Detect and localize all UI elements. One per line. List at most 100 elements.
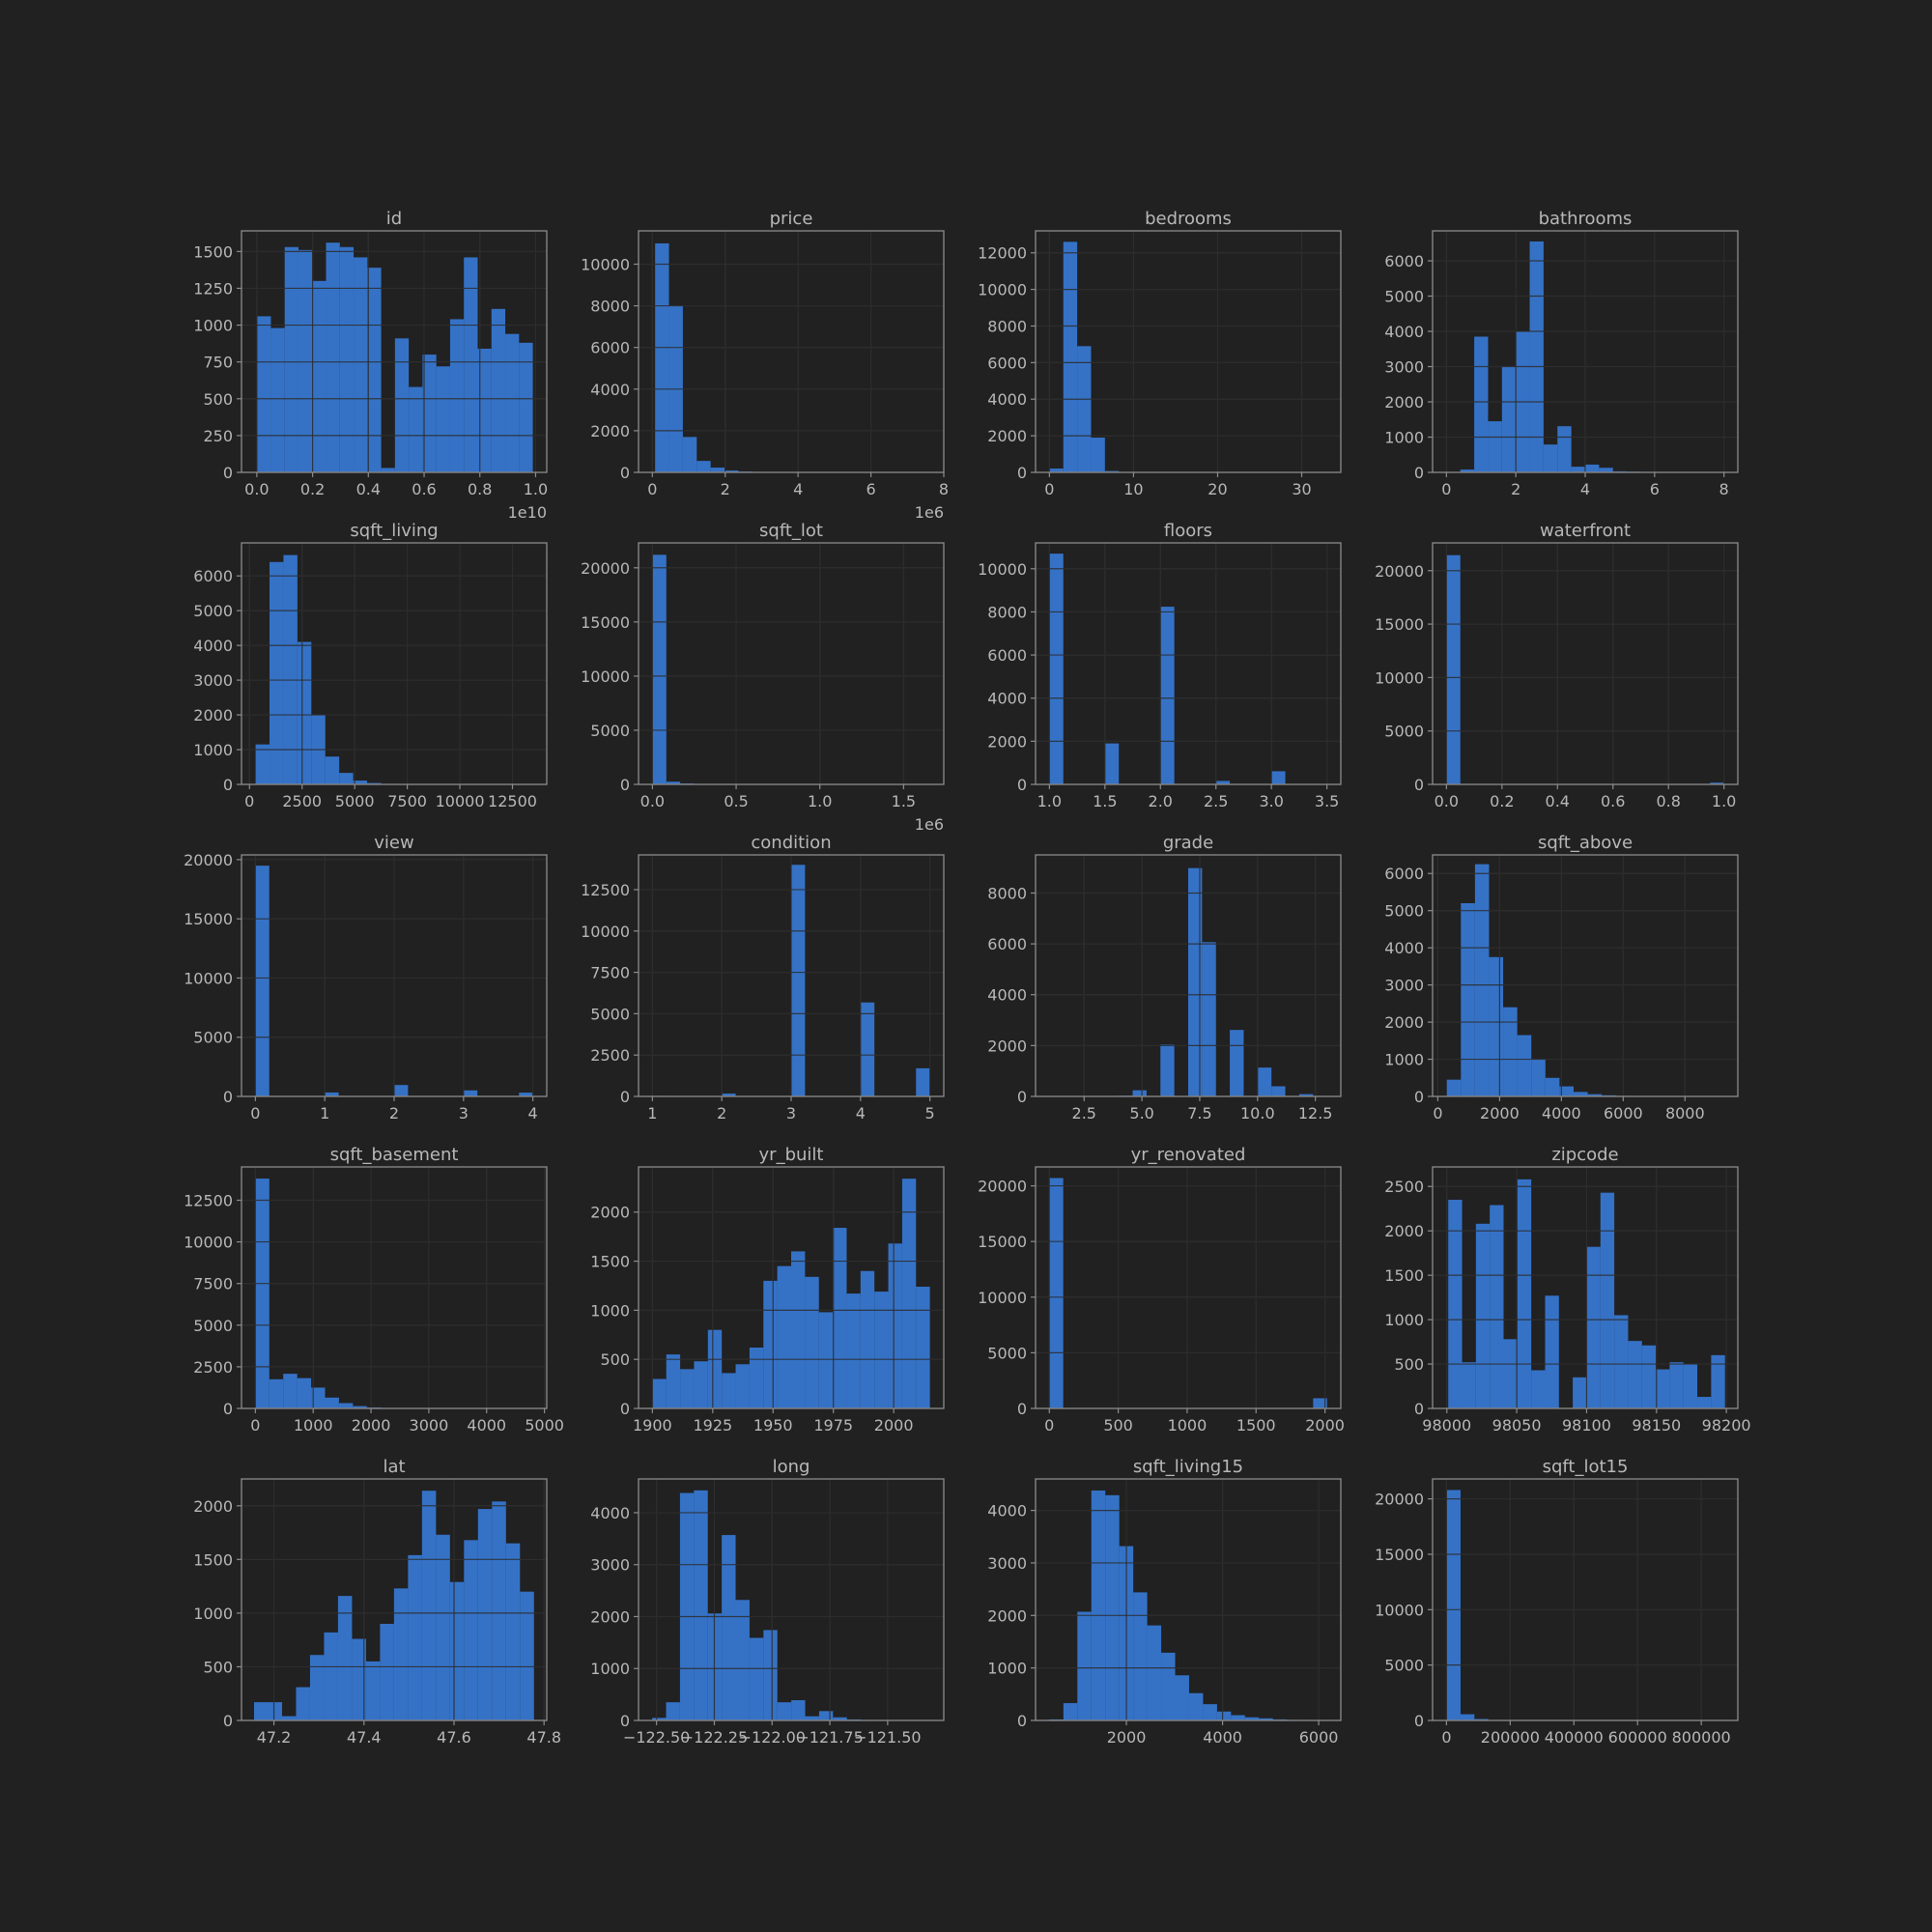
histogram-bar — [1077, 346, 1092, 472]
x-tick-label: 8 — [1719, 480, 1729, 498]
y-tick-label: 12500 — [184, 1191, 233, 1209]
x-tick-label: 12.5 — [1298, 1104, 1333, 1122]
y-tick-label: 4000 — [193, 637, 233, 655]
x-tick-label: 0.8 — [1656, 792, 1680, 810]
histogram-bar — [255, 866, 270, 1096]
x-tick-label: 4 — [793, 480, 803, 498]
y-tick-label: 1000 — [590, 1660, 630, 1678]
plot-area — [639, 543, 944, 784]
y-tick-label: 0 — [223, 1400, 233, 1418]
y-tick-label: 10000 — [581, 923, 630, 941]
histogram-bar — [393, 1588, 409, 1720]
histogram-bar — [353, 1406, 367, 1408]
histogram-bar — [352, 1638, 366, 1720]
histogram-bar — [1683, 1364, 1698, 1408]
y-tick-label: 15000 — [184, 910, 233, 928]
y-tick-label: 2000 — [987, 1606, 1027, 1625]
histogram-bar — [791, 1251, 806, 1408]
y-tick-label: 2000 — [987, 732, 1027, 751]
histogram-bar — [1063, 1703, 1078, 1720]
histogram-bar — [1133, 1592, 1148, 1720]
y-tick-label: 10000 — [978, 1289, 1027, 1307]
y-tick-label: 2000 — [1384, 393, 1424, 412]
subplot-title: sqft_lot — [759, 521, 823, 541]
histogram-bar — [763, 1280, 778, 1408]
subplot-title: floors — [1164, 521, 1212, 541]
x-tick-label: −122.50 — [623, 1728, 690, 1747]
histogram-bar — [916, 1067, 930, 1096]
x-tick-label: 0.0 — [640, 792, 665, 810]
x-tick-label: 5.0 — [1129, 1104, 1153, 1122]
histogram-bar — [1474, 336, 1489, 472]
x-tick-label: 10 — [1123, 480, 1143, 498]
histogram-bar — [1244, 1717, 1260, 1720]
x-tick-label: 800000 — [1672, 1728, 1731, 1747]
histogram-bar — [1587, 1094, 1603, 1096]
x-tick-label: 0 — [250, 1416, 260, 1435]
histogram-bar — [1271, 1086, 1286, 1096]
y-tick-label: 2000 — [987, 1037, 1027, 1055]
x-tick-label: 400000 — [1545, 1728, 1604, 1747]
histogram-bar — [1545, 1077, 1560, 1096]
x-tick-label: 47.6 — [437, 1728, 471, 1747]
x-tick-label: 98000 — [1422, 1416, 1471, 1435]
histogram-bar — [257, 316, 271, 472]
y-tick-label: 5000 — [193, 602, 233, 620]
subplot-title: waterfront — [1540, 521, 1631, 541]
histogram-bar — [722, 1535, 736, 1720]
x-tick-label: 0 — [250, 1104, 260, 1122]
y-tick-label: 20000 — [978, 1178, 1027, 1196]
histogram-bar — [1545, 1295, 1559, 1408]
histogram-bar — [1586, 1246, 1601, 1408]
x-tick-label: 12500 — [488, 792, 537, 810]
histogram-bar — [1049, 469, 1064, 472]
x-tick-label: 1 — [320, 1104, 329, 1122]
subplot-title: sqft_basement — [330, 1145, 459, 1165]
plot-area — [1433, 543, 1738, 784]
histogram-bar — [652, 1378, 667, 1408]
histogram-view: 0 1 2 3 4 0 5000 10000 15000 20000 view — [184, 833, 548, 1122]
histogram-bar — [1501, 366, 1517, 472]
histogram-bar — [791, 1700, 806, 1720]
histogram-bar — [1230, 1030, 1244, 1096]
y-tick-label: 0 — [620, 1712, 630, 1730]
axes-frame — [638, 1166, 945, 1409]
histogram-bar — [1063, 242, 1078, 472]
y-tick-label: 1000 — [1384, 1051, 1424, 1069]
x-tick-label: 0.5 — [724, 792, 748, 810]
x-tick-label: 2 — [717, 1104, 726, 1122]
histogram-bar — [463, 1090, 478, 1096]
x-tick-label: 0.4 — [1546, 792, 1570, 810]
histogram-long: −122.50−122.25−122.00−121.75−121.50 0 1000… — [590, 1457, 945, 1747]
x-tick-label: 0.0 — [244, 480, 269, 498]
x-tick-label: 3.5 — [1315, 792, 1339, 810]
y-tick-label: 1500 — [1384, 1266, 1424, 1285]
axes-frame — [241, 1166, 548, 1409]
x-tick-label: 1925 — [693, 1416, 732, 1435]
histogram-bar — [519, 1093, 533, 1096]
y-tick-label: 0 — [223, 464, 233, 482]
histogram-bar — [1669, 1362, 1684, 1408]
histogram-bar — [1600, 1192, 1615, 1408]
x-tick-label: 7.5 — [1187, 1104, 1211, 1122]
histogram-bar — [805, 1716, 819, 1720]
histogram-bar — [519, 342, 533, 472]
x-tick-label: 5 — [925, 1104, 935, 1122]
histogram-bar — [491, 308, 506, 472]
y-tick-label: 5000 — [1384, 288, 1424, 306]
histogram-bar — [1474, 1719, 1489, 1720]
subplot-title: zipcode — [1551, 1145, 1618, 1165]
histogram-bar — [1313, 1398, 1327, 1408]
y-tick-label: 2000 — [590, 1607, 630, 1626]
y-tick-label: 2000 — [590, 422, 630, 440]
histogram-bar — [680, 1369, 695, 1408]
histogram-bar — [1710, 782, 1724, 784]
histogram-bar — [652, 1718, 667, 1720]
y-tick-label: 5000 — [193, 1317, 233, 1335]
x-tick-label: 1000 — [1168, 1416, 1208, 1435]
y-tick-label: 6000 — [987, 354, 1027, 372]
histogram-bar — [1446, 1079, 1462, 1096]
histogram-bar — [1614, 1315, 1629, 1408]
histogram-bar — [694, 1490, 708, 1720]
